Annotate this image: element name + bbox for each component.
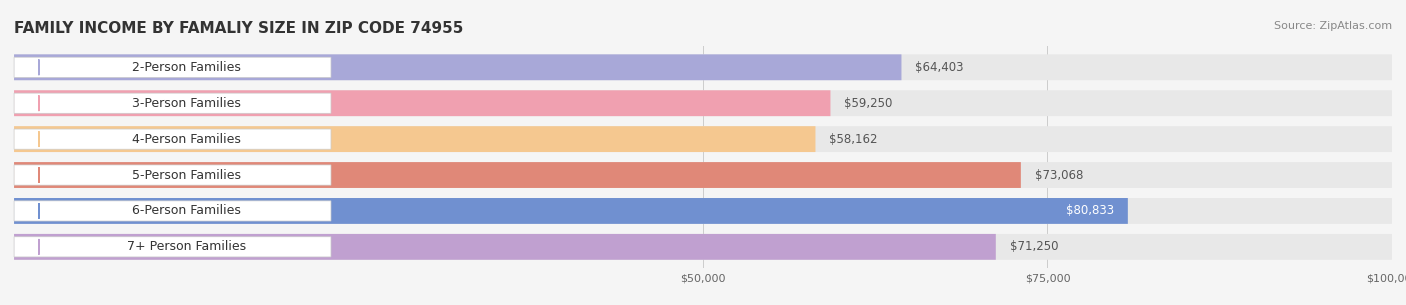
Text: $64,403: $64,403	[915, 61, 963, 74]
FancyBboxPatch shape	[14, 90, 1392, 116]
Text: 3-Person Families: 3-Person Families	[132, 97, 240, 110]
FancyBboxPatch shape	[14, 54, 1392, 80]
Text: Source: ZipAtlas.com: Source: ZipAtlas.com	[1274, 21, 1392, 31]
FancyBboxPatch shape	[14, 201, 330, 221]
Text: 7+ Person Families: 7+ Person Families	[127, 240, 246, 253]
FancyBboxPatch shape	[14, 90, 831, 116]
Text: FAMILY INCOME BY FAMALIY SIZE IN ZIP CODE 74955: FAMILY INCOME BY FAMALIY SIZE IN ZIP COD…	[14, 21, 464, 36]
Text: $71,250: $71,250	[1010, 240, 1059, 253]
Text: 4-Person Families: 4-Person Families	[132, 133, 240, 145]
FancyBboxPatch shape	[14, 162, 1392, 188]
FancyBboxPatch shape	[14, 126, 815, 152]
FancyBboxPatch shape	[14, 54, 901, 80]
FancyBboxPatch shape	[14, 198, 1392, 224]
FancyBboxPatch shape	[14, 234, 1392, 260]
Text: 2-Person Families: 2-Person Families	[132, 61, 240, 74]
Text: $73,068: $73,068	[1035, 169, 1083, 181]
FancyBboxPatch shape	[14, 129, 330, 149]
FancyBboxPatch shape	[14, 57, 330, 77]
FancyBboxPatch shape	[14, 237, 330, 257]
FancyBboxPatch shape	[14, 198, 1128, 224]
FancyBboxPatch shape	[14, 162, 1021, 188]
Text: $59,250: $59,250	[844, 97, 893, 110]
Text: $80,833: $80,833	[1066, 204, 1114, 217]
FancyBboxPatch shape	[14, 126, 1392, 152]
FancyBboxPatch shape	[14, 165, 330, 185]
FancyBboxPatch shape	[14, 93, 330, 113]
Text: 6-Person Families: 6-Person Families	[132, 204, 240, 217]
Text: $58,162: $58,162	[830, 133, 877, 145]
Text: 5-Person Families: 5-Person Families	[132, 169, 240, 181]
FancyBboxPatch shape	[14, 234, 995, 260]
